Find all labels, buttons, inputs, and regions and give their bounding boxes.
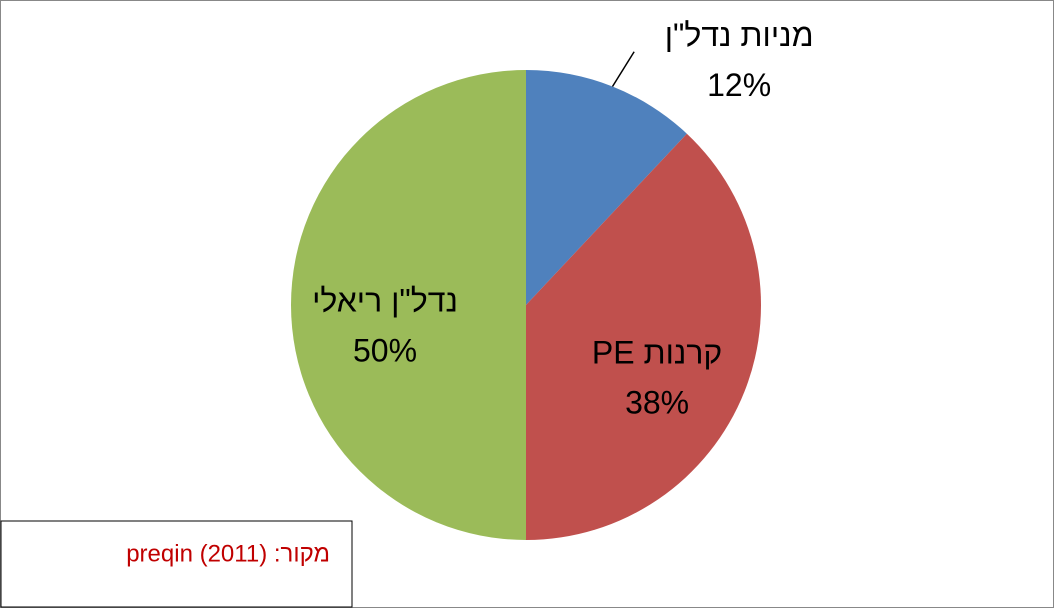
slice-label: קרנות PE <box>592 334 722 370</box>
pie-slice <box>291 70 526 540</box>
value-label: 38% <box>625 384 689 420</box>
slice-label: נדל"ן ריאלי <box>312 282 458 318</box>
value-label: 50% <box>353 332 417 368</box>
pie-slice <box>526 133 761 540</box>
source-note: מקור: preqin (2011) <box>126 540 330 567</box>
source-box <box>0 520 353 608</box>
value-label: 12% <box>707 67 771 103</box>
leader-line <box>611 51 635 87</box>
slice-label: מניות נדל"ן <box>665 17 814 53</box>
pie-slice <box>526 70 687 305</box>
